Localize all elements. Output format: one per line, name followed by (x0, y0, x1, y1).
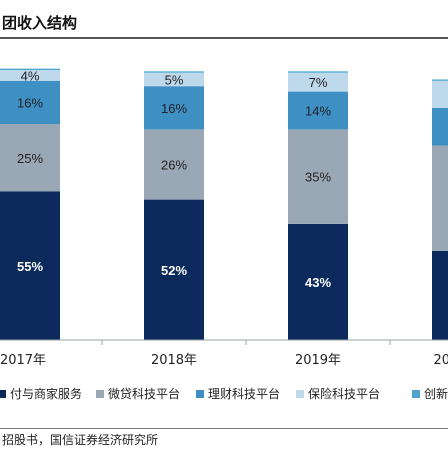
bar-segment (288, 91, 348, 130)
legend: 付与商家服务 微贷科技平台 理财科技平台 保险科技平台 创新 (0, 386, 448, 401)
x-tick-label: 2018年 (151, 353, 197, 368)
stacked-bar-chart: 55%25%16%4%52%26%16%5%43%35%14%7%33%39%1… (0, 68, 448, 401)
legend-swatch (96, 390, 104, 398)
bar-segment (432, 145, 448, 251)
x-tick-label: 2020 (433, 353, 448, 368)
bar-segment (0, 191, 60, 340)
bar-segment (288, 223, 348, 340)
data-label: 43% (305, 275, 331, 290)
data-label: 35% (305, 170, 331, 185)
legend-label: 创新 (424, 386, 448, 401)
bars-layer: 55%25%16%4%52%26%16%5%43%35%14%7%33%39%1… (0, 68, 448, 340)
data-label: 5% (165, 72, 184, 87)
bar-segment (144, 86, 204, 130)
x-tick-label: 2019年 (295, 353, 341, 368)
legend-label: 保险科技平台 (308, 386, 380, 401)
x-tick-label: 2017年 (0, 353, 46, 368)
legend-swatch (0, 390, 6, 398)
chart-title: 团收入结构 (2, 14, 78, 32)
data-label: 16% (17, 95, 43, 110)
legend-swatch (296, 390, 304, 398)
data-label: 25% (17, 151, 43, 166)
title-divider (0, 37, 448, 39)
bar-segment (144, 129, 204, 200)
bar-segment (288, 129, 348, 224)
bar-segment (432, 80, 448, 108)
legend-label: 微贷科技平台 (108, 386, 180, 401)
bar-segment (432, 79, 448, 81)
legend-swatch (196, 390, 204, 398)
bar-segment (288, 72, 348, 92)
data-label: 26% (161, 158, 187, 173)
bar-segment (144, 199, 204, 340)
x-axis: 2017年 2018年 2019年 2020 (0, 339, 448, 368)
bar-segment (0, 70, 60, 81)
data-label: 4% (21, 68, 40, 83)
bar-segment (288, 71, 348, 73)
footer-divider (0, 428, 448, 429)
data-label: 16% (161, 101, 187, 116)
bar-segment (0, 124, 60, 192)
legend-label: 理财科技平台 (208, 386, 280, 401)
data-label: 14% (305, 104, 331, 119)
legend-label: 付与商家服务 (10, 386, 82, 401)
bar-segment (144, 72, 204, 87)
bar-segment (144, 71, 204, 73)
data-label: 7% (309, 75, 328, 90)
legend-swatch (412, 390, 420, 398)
bar-segment (432, 250, 448, 340)
data-label: 52% (161, 263, 187, 278)
bar-segment (432, 107, 448, 146)
source-note: 招股书，国信证券经济研究所 (2, 433, 159, 447)
data-label: 55% (17, 259, 43, 274)
bar-segment (0, 68, 60, 70)
bar-segment (0, 80, 60, 124)
